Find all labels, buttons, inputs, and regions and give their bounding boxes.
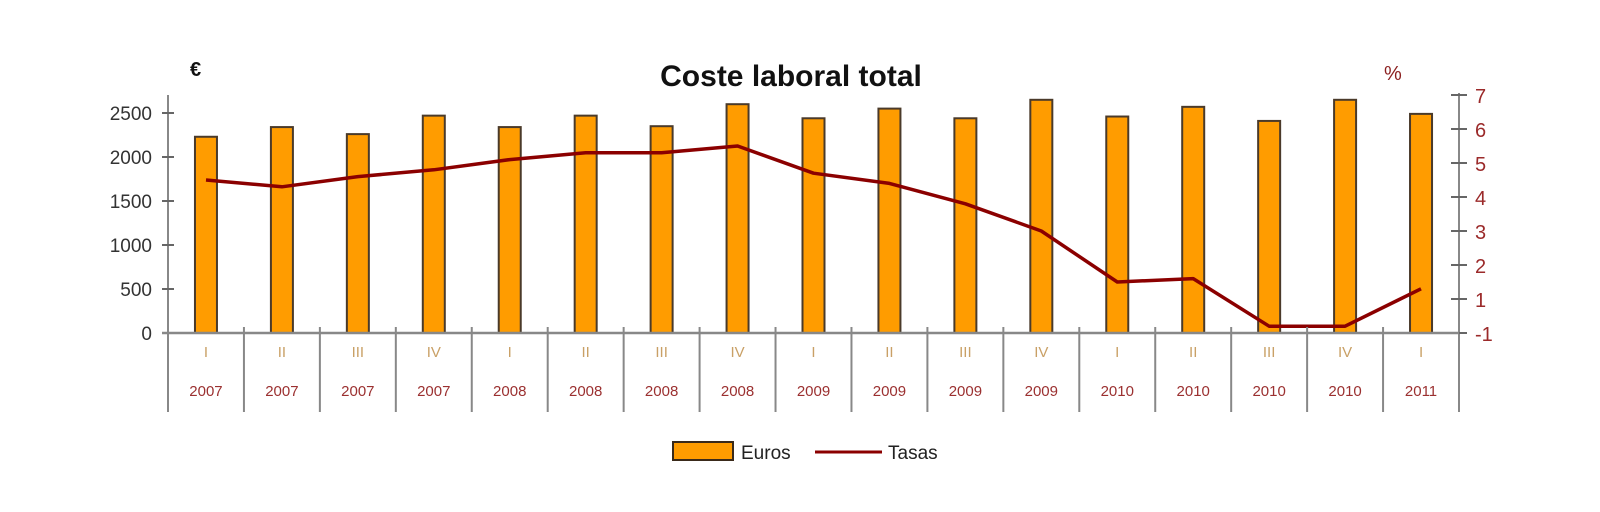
left-axis-tick-label: 2500 xyxy=(110,104,152,125)
category-quarter-label: I xyxy=(508,344,512,361)
left-axis-tick-label: 2000 xyxy=(110,148,152,169)
category-quarter-label: IV xyxy=(1034,344,1048,361)
right-axis: 7 6 5 4 3 2 1 -1 xyxy=(1451,86,1493,412)
bar-euros xyxy=(573,114,598,334)
bar-series-euros xyxy=(193,98,1434,334)
right-axis-tick-label: 6 xyxy=(1475,120,1486,142)
right-axis-tick-label: -1 xyxy=(1475,324,1493,346)
category-year-label: 2008 xyxy=(721,383,754,400)
bar-euros xyxy=(649,125,674,334)
category-quarter-label: I xyxy=(1115,344,1119,361)
category-year-label: 2007 xyxy=(265,383,298,400)
left-axis-tick-label: 1500 xyxy=(110,192,152,213)
left-axis-tick-label: 1000 xyxy=(110,236,152,257)
category-quarter-label: III xyxy=(655,344,668,361)
line-series-tasas xyxy=(205,144,1422,328)
category-quarter-label: II xyxy=(582,344,590,361)
category-quarter-label: II xyxy=(278,344,286,361)
category-year-label: 2011 xyxy=(1405,383,1437,400)
category-quarter-label: II xyxy=(1189,344,1197,361)
category-quarter-label: I xyxy=(204,344,208,361)
right-axis-tick-label: 3 xyxy=(1475,222,1486,244)
right-axis-tick-label: 2 xyxy=(1475,256,1486,278)
chart-title: Coste laboral total xyxy=(660,60,922,93)
right-axis-tick-label: 7 xyxy=(1475,86,1486,108)
right-axis-tick-label: 5 xyxy=(1475,154,1486,176)
left-axis-tick-label: 500 xyxy=(120,280,152,301)
category-year-label: 2008 xyxy=(493,383,526,400)
category-year-label: 2010 xyxy=(1177,383,1210,400)
bar-euros xyxy=(421,114,446,334)
legend: Euros Tasas xyxy=(672,441,938,464)
category-quarter-label: II xyxy=(885,344,893,361)
right-axis-tick-label: 1 xyxy=(1475,290,1486,312)
category-quarter-label: III xyxy=(352,344,365,361)
bar-euros xyxy=(1333,98,1358,334)
category-year-label: 2010 xyxy=(1252,383,1285,400)
bar-euros xyxy=(1181,105,1206,334)
category-year-label: 2009 xyxy=(1025,383,1058,400)
legend-swatch-euros xyxy=(672,441,734,461)
category-year-label: 2007 xyxy=(417,383,450,400)
bar-euros xyxy=(1409,112,1434,334)
bar-euros xyxy=(953,117,978,334)
category-year-label: 2008 xyxy=(645,383,678,400)
category-year-label: 2009 xyxy=(797,383,830,400)
category-quarter-label: IV xyxy=(427,344,441,361)
bar-euros xyxy=(1257,119,1282,334)
left-axis: 0 500 1000 1500 2000 2500 xyxy=(110,95,174,345)
left-axis-unit: € xyxy=(190,59,201,81)
category-quarter-label: III xyxy=(959,344,972,361)
bar-euros xyxy=(193,135,218,334)
bar-euros xyxy=(1105,115,1130,334)
bar-euros xyxy=(1029,98,1054,334)
right-axis-tick-label: 4 xyxy=(1475,188,1486,210)
bar-euros xyxy=(269,126,294,334)
right-axis-unit: % xyxy=(1384,63,1402,85)
bar-euros xyxy=(801,117,826,334)
category-quarter-label: I xyxy=(1419,344,1423,361)
legend-label-euros: Euros xyxy=(741,443,791,464)
bar-euros xyxy=(345,133,370,334)
category-quarter-label: I xyxy=(811,344,815,361)
category-year-label: 2007 xyxy=(341,383,374,400)
category-quarter-label: III xyxy=(1263,344,1276,361)
category-year-label: 2009 xyxy=(873,383,906,400)
category-year-label: 2008 xyxy=(569,383,602,400)
category-year-label: 2010 xyxy=(1101,383,1134,400)
category-year-label: 2007 xyxy=(189,383,222,400)
line-tasas xyxy=(205,144,1422,328)
category-quarter-label: IV xyxy=(730,344,744,361)
left-axis-tick-label: 0 xyxy=(141,324,152,345)
category-quarter-label: IV xyxy=(1338,344,1352,361)
x-axis: I2007II2007III2007IV2007I2008II2008III20… xyxy=(162,327,1459,412)
legend-label-tasas: Tasas xyxy=(888,443,938,464)
bar-euros xyxy=(877,107,902,334)
bar-euros xyxy=(725,103,750,334)
category-year-label: 2009 xyxy=(949,383,982,400)
category-year-label: 2010 xyxy=(1328,383,1361,400)
